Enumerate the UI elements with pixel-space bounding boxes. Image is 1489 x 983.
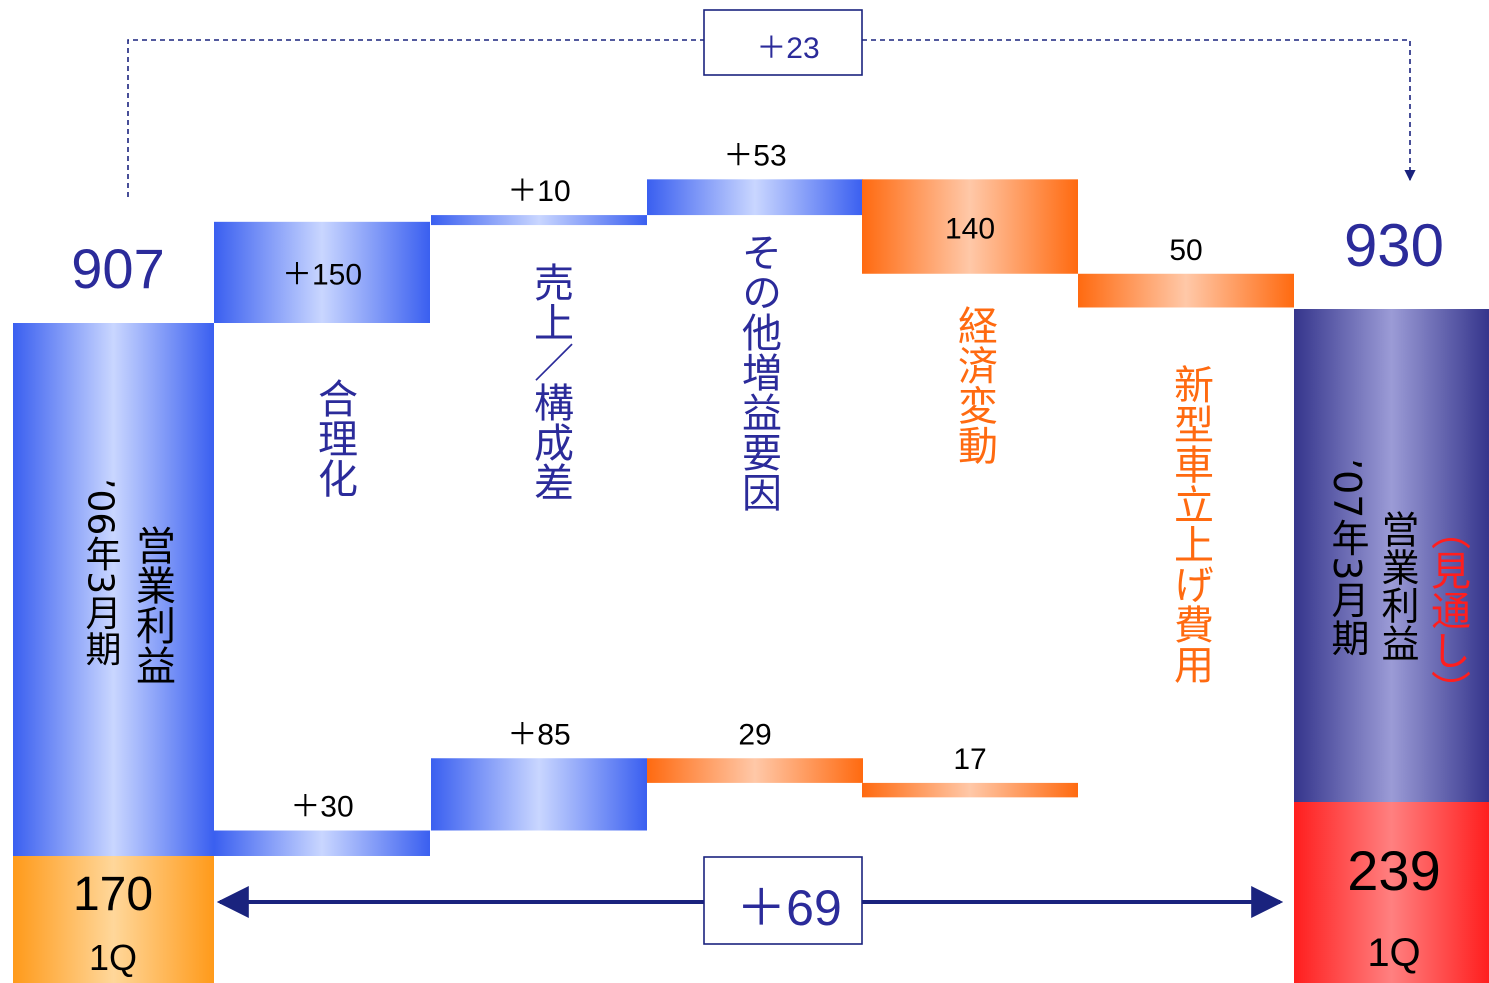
end-label-line-1: （見通し） (1424, 510, 1471, 710)
annual-change-label: ＋23 (756, 32, 819, 65)
value-label-s0-2: ＋53 (723, 139, 786, 172)
category-label-4: 新型車立上げ費用 (1167, 364, 1213, 684)
bar-s0-4 (1078, 273, 1294, 308)
bar-s1-2 (647, 758, 863, 783)
value-label-s1-1: ＋85 (507, 718, 570, 751)
end-label-line-2: 営業利益 (1375, 510, 1419, 662)
bar-s0-1 (431, 215, 647, 226)
bar-s1-0 (214, 830, 430, 856)
bar-s0-0 (214, 221, 430, 323)
value-label-s0-1: ＋10 (507, 175, 570, 208)
category-label-0: 合理化 (311, 378, 357, 498)
value-label-s0-0: ＋150 (282, 258, 362, 291)
category-label-1: 売上／構成差 (527, 262, 573, 502)
start-label-line-1: 営業利益 (129, 525, 175, 685)
bar-s1-1 (431, 758, 647, 831)
q1-change-box (703, 856, 863, 945)
value-label-s1-2: 29 (738, 718, 771, 751)
bar-s0-2 (647, 179, 863, 216)
category-label-3: 経済変動 (951, 305, 997, 465)
category-label-2: その他増益要因 (735, 232, 782, 512)
bar-s0-3 (862, 179, 1078, 274)
value-label-s1-3: 17 (953, 743, 986, 776)
start-q1-bar (13, 856, 214, 983)
start-q1-label: 1Q (89, 937, 137, 978)
start-annual-value: 907 (71, 237, 164, 300)
end-annual-value: 930 (1344, 212, 1444, 279)
end-annual-bar (1294, 309, 1489, 802)
end-q1-value: 239 (1347, 839, 1440, 902)
value-label-s0-4: 50 (1169, 234, 1202, 267)
bar-s1-3 (862, 782, 1078, 798)
start-label-line-2: ’06年3月期 (80, 478, 121, 666)
q1-change-label: ＋69 (736, 880, 842, 936)
annual-change-connector (127, 39, 1410, 197)
start-annual-bar (13, 323, 214, 856)
end-q1-bar (1294, 802, 1489, 983)
value-label-s1-0: ＋30 (290, 791, 353, 824)
waterfall-bars: ＋150 ＋10 ＋53 140 50 ＋30 ＋85 29 17 (214, 139, 1294, 856)
value-label-s0-3: 140 (945, 213, 995, 246)
end-q1-label: 1Q (1367, 931, 1420, 975)
start-q1-value: 170 (73, 868, 153, 921)
annual-change-box (703, 9, 863, 76)
end-label-line-3: ’07年3月期 (1325, 458, 1369, 657)
